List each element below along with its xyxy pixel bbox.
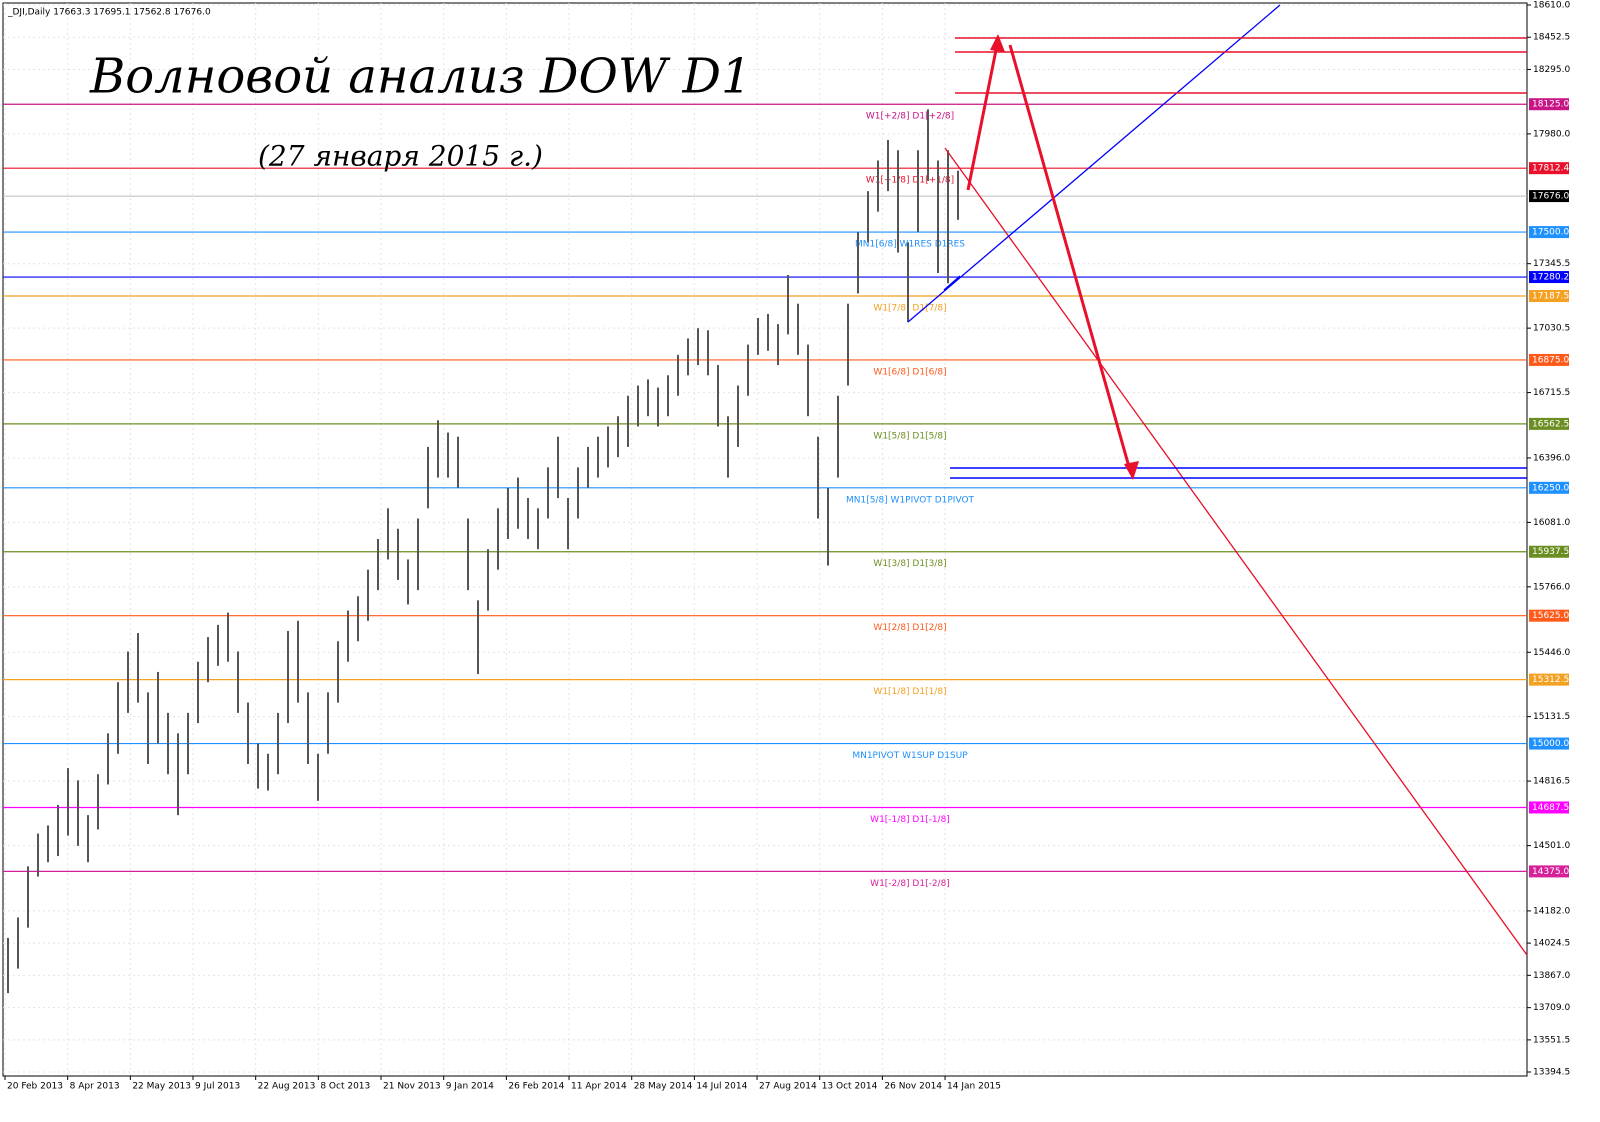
chart-title: Волновой анализ DOW D1 xyxy=(89,49,751,105)
y-tick-label: 13867.0 xyxy=(1533,971,1570,981)
y-tick-label: 18610.0 xyxy=(1533,1,1570,11)
x-tick-label: 11 Apr 2014 xyxy=(571,1082,627,1092)
price-tag-label: 15000.0 xyxy=(1532,739,1569,749)
x-tick-label: 22 Aug 2013 xyxy=(258,1082,316,1092)
price-tag-label: 17812.4 xyxy=(1532,164,1569,174)
level-label: W1[+1/8] D1[+1/8] xyxy=(866,176,954,186)
price-tag-label: 17280.2 xyxy=(1532,273,1569,283)
price-tag-label: 15312.5 xyxy=(1532,675,1569,685)
price-tag xyxy=(1529,417,1569,430)
y-tick-label: 18452.5 xyxy=(1533,33,1570,43)
price-tag-label: 17187.5 xyxy=(1532,292,1569,302)
price-tag xyxy=(1529,353,1569,366)
x-tick-label: 22 May 2013 xyxy=(132,1082,191,1092)
level-label: MN1[6/8] W1RES D1RES xyxy=(855,240,965,250)
plot-frame xyxy=(2,2,1528,1077)
y-tick-label: 14024.5 xyxy=(1533,939,1570,949)
level-label: W1[-1/8] D1[-1/8] xyxy=(870,815,950,825)
price-tag-label: 14375.0 xyxy=(1532,867,1569,877)
y-tick-label: 15766.0 xyxy=(1533,582,1570,592)
price-tag-label: 17500.0 xyxy=(1532,228,1569,238)
price-tag xyxy=(1529,162,1569,175)
level-label: W1[7/8] D1[7/8] xyxy=(873,304,946,314)
price-tag-label: 18125.0 xyxy=(1532,100,1569,110)
price-tag xyxy=(1529,801,1569,814)
arrowhead xyxy=(990,34,1005,52)
y-axis: 18610.0 18452.5 18295.0 17980.0 17345.5 17030… xyxy=(1527,1,1570,1078)
x-axis: 20 Feb 2013 8 Apr 2013 22 May 2013 9 Jul 20… xyxy=(4,1076,1001,1092)
y-tick-label: 14501.0 xyxy=(1533,841,1570,851)
x-tick-label: 14 Jan 2015 xyxy=(947,1082,1001,1092)
level-label: MN1[5/8] W1PIVOT D1PIVOT xyxy=(846,495,975,505)
price-tag-label: 17676.0 xyxy=(1532,192,1569,202)
price-tag xyxy=(1529,673,1569,686)
arrowhead xyxy=(1124,461,1139,480)
bars xyxy=(7,109,959,994)
annotations xyxy=(907,4,1528,956)
trend-line xyxy=(907,4,1281,323)
level-label: W1[3/8] D1[3/8] xyxy=(873,559,946,569)
level-label: W1[2/8] D1[2/8] xyxy=(873,623,946,633)
price-tag xyxy=(1529,98,1569,111)
x-tick-label: 26 Nov 2014 xyxy=(884,1082,942,1092)
price-tag-label: 14687.5 xyxy=(1532,803,1569,813)
x-tick-label: 8 Oct 2013 xyxy=(320,1082,370,1092)
price-tag-label: 15937.5 xyxy=(1532,547,1569,557)
x-tick-label: 26 Feb 2014 xyxy=(508,1082,564,1092)
price-tag xyxy=(1529,271,1569,284)
price-tag xyxy=(1529,226,1569,239)
x-tick-label: 9 Jan 2014 xyxy=(446,1082,494,1092)
y-tick-label: 13551.5 xyxy=(1533,1035,1570,1045)
price-tag xyxy=(1529,190,1569,203)
y-tick-label: 16081.0 xyxy=(1533,518,1570,528)
trend-line xyxy=(943,275,961,291)
x-tick-label: 28 May 2014 xyxy=(634,1082,693,1092)
y-tick-label: 13394.5 xyxy=(1533,1068,1570,1078)
price-tag-label: 15625.0 xyxy=(1532,611,1569,621)
price-tag xyxy=(1529,737,1569,750)
price-tag xyxy=(1529,865,1569,878)
level-label: W1[5/8] D1[5/8] xyxy=(873,431,946,441)
y-tick-label: 17030.5 xyxy=(1533,324,1570,334)
y-tick-label: 14816.5 xyxy=(1533,777,1570,787)
arrow xyxy=(966,39,1000,191)
x-tick-label: 20 Feb 2013 xyxy=(7,1082,63,1092)
arrow xyxy=(1008,44,1133,475)
level-label: W1[-2/8] D1[-2/8] xyxy=(870,879,950,889)
level-label: W1[1/8] D1[1/8] xyxy=(873,687,946,697)
x-tick-label: 8 Apr 2013 xyxy=(70,1082,120,1092)
x-tick-label: 27 Aug 2014 xyxy=(759,1082,817,1092)
y-tick-label: 17980.0 xyxy=(1533,129,1570,139)
y-tick-label: 15446.0 xyxy=(1533,648,1570,658)
level-label: MN1PIVOT W1SUP D1SUP xyxy=(852,751,968,761)
chart-subtitle: (27 января 2015 г.) xyxy=(258,140,543,173)
y-tick-label: 16396.0 xyxy=(1533,453,1570,463)
y-tick-label: 15131.5 xyxy=(1533,712,1570,722)
price-tag xyxy=(1529,481,1569,494)
x-tick-label: 14 Jul 2014 xyxy=(696,1082,747,1092)
symbol-info: _DJI,Daily 17663.3 17695.1 17562.8 17676… xyxy=(7,8,211,18)
price-tag-label: 16562.5 xyxy=(1532,419,1569,429)
price-tag xyxy=(1529,290,1569,303)
price-tag xyxy=(1529,609,1569,622)
x-tick-label: 9 Jul 2013 xyxy=(195,1082,240,1092)
trend-line xyxy=(944,147,1528,956)
levels: W1[+2/8] D1[+2/8] W1[+1/8] D1[+1/8] MN1[6/… xyxy=(3,103,1527,889)
x-tick-label: 21 Nov 2013 xyxy=(383,1082,441,1092)
price-tag xyxy=(1529,545,1569,558)
level-label: W1[6/8] D1[6/8] xyxy=(873,367,946,377)
y-tick-label: 18295.0 xyxy=(1533,65,1570,75)
x-tick-label: 13 Oct 2014 xyxy=(822,1082,878,1092)
price-tag-label: 16250.0 xyxy=(1532,483,1569,493)
level-label: W1[+2/8] D1[+2/8] xyxy=(866,112,954,122)
price-tag-label: 16875.0 xyxy=(1532,355,1569,365)
y-tick-label: 14182.0 xyxy=(1533,906,1570,916)
y-tick-label: 17345.5 xyxy=(1533,259,1570,269)
grid xyxy=(3,3,1527,1076)
y-tick-label: 13709.0 xyxy=(1533,1003,1570,1013)
y-tick-label: 16715.5 xyxy=(1533,388,1570,398)
